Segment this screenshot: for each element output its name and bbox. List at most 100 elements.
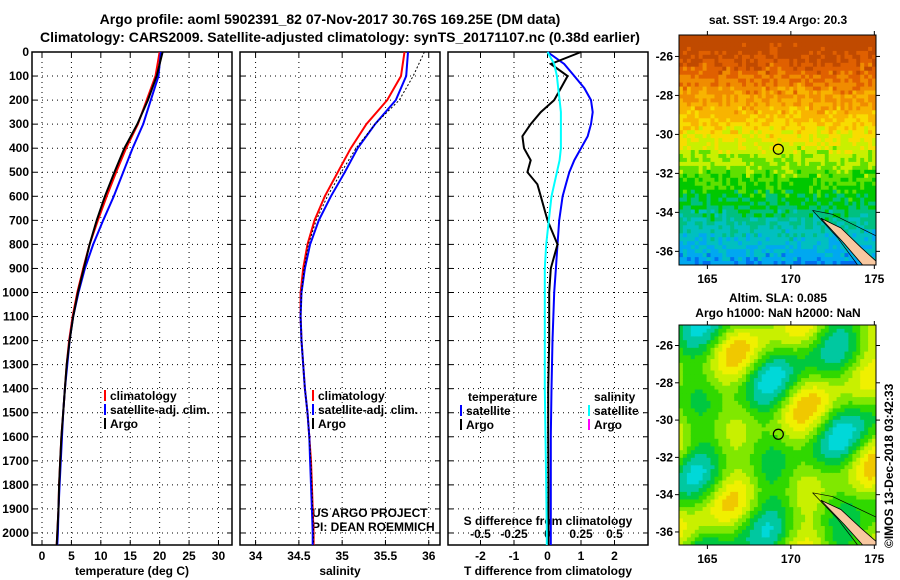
heatmap-cell bbox=[718, 154, 723, 159]
legend-label: Argo bbox=[318, 417, 346, 431]
heatmap-cell bbox=[856, 35, 861, 40]
heatmap-cell bbox=[682, 217, 688, 222]
heatmap-cell bbox=[789, 419, 794, 425]
heatmap-cell bbox=[679, 351, 684, 356]
heatmap-cell bbox=[765, 146, 771, 151]
heatmap-cell bbox=[730, 213, 735, 218]
heatmap-cell bbox=[761, 221, 767, 226]
heatmap-cell bbox=[793, 374, 798, 379]
heatmap-cell bbox=[722, 325, 727, 330]
heatmap-cell bbox=[726, 169, 731, 175]
heatmap-cell bbox=[706, 510, 711, 516]
heatmap-cell bbox=[773, 257, 778, 262]
heatmap-cell bbox=[694, 110, 700, 115]
heatmap-cell bbox=[793, 480, 798, 485]
heatmap-cell bbox=[813, 257, 818, 262]
heatmap-cell bbox=[761, 229, 767, 234]
heatmap-cell bbox=[734, 217, 739, 222]
heatmap-cell bbox=[682, 74, 688, 80]
heatmap-cell bbox=[706, 427, 711, 432]
heatmap-cell bbox=[820, 225, 826, 230]
heatmap-cell bbox=[734, 378, 739, 383]
heatmap-cell bbox=[809, 142, 814, 147]
heatmap-cell bbox=[789, 114, 794, 119]
heatmap-cell bbox=[856, 118, 861, 123]
heatmap-cell bbox=[710, 86, 715, 92]
heatmap-cell bbox=[773, 336, 778, 341]
heatmap-cell bbox=[785, 94, 790, 99]
heatmap-cell bbox=[828, 257, 834, 262]
heatmap-cell bbox=[801, 70, 806, 76]
heatmap-cell bbox=[872, 201, 877, 207]
heatmap-cell bbox=[844, 102, 849, 107]
heatmap-cell bbox=[785, 408, 790, 413]
legend-title-temperature: temperature bbox=[468, 390, 538, 404]
heatmap-cell bbox=[757, 469, 763, 474]
heatmap-cell bbox=[738, 58, 743, 64]
heatmap-cell bbox=[718, 205, 723, 210]
heatmap-cell bbox=[718, 355, 723, 360]
heatmap-cell bbox=[753, 237, 759, 242]
heatmap-cell bbox=[734, 46, 739, 52]
heatmap-cell bbox=[832, 209, 838, 214]
heatmap-cell bbox=[773, 514, 778, 519]
heatmap-cell bbox=[852, 122, 857, 127]
heatmap-cell bbox=[769, 229, 774, 234]
heatmap-cell bbox=[746, 431, 751, 436]
heatmap-cell bbox=[761, 446, 767, 451]
heatmap-cell bbox=[757, 261, 763, 266]
heatmap-cell bbox=[722, 461, 727, 466]
heatmap-cell bbox=[840, 177, 845, 183]
heatmap-cell bbox=[852, 261, 857, 266]
heatmap-cell bbox=[828, 201, 834, 207]
heatmap-cell bbox=[836, 74, 841, 80]
heatmap-cell bbox=[722, 378, 727, 383]
heatmap-cell bbox=[738, 344, 743, 349]
heatmap-cell bbox=[730, 457, 735, 463]
heatmap-cell bbox=[742, 397, 747, 402]
heatmap-cell bbox=[690, 142, 696, 147]
heatmap-cell bbox=[785, 245, 790, 250]
heatmap-cell bbox=[785, 529, 790, 535]
heatmap-cell bbox=[686, 146, 692, 151]
heatmap-cell bbox=[769, 39, 774, 44]
heatmap-cell bbox=[706, 446, 711, 451]
heatmap-cell bbox=[718, 510, 723, 516]
heatmap-cell bbox=[726, 359, 731, 364]
heatmap-cell bbox=[781, 58, 786, 64]
heatmap-cell bbox=[828, 98, 834, 103]
heatmap-cell bbox=[710, 469, 715, 474]
heatmap-cell bbox=[690, 78, 696, 84]
heatmap-cell bbox=[860, 173, 865, 179]
y-tick-label: 200 bbox=[9, 93, 29, 107]
heatmap-cell bbox=[789, 336, 794, 341]
heatmap-cell bbox=[852, 82, 857, 88]
heatmap-cell bbox=[840, 86, 845, 92]
heatmap-cell bbox=[682, 461, 688, 466]
heatmap-cell bbox=[738, 253, 743, 258]
heatmap-cell bbox=[749, 110, 755, 115]
heatmap-cell bbox=[686, 400, 692, 406]
heatmap-cell bbox=[844, 150, 849, 155]
heatmap-cell bbox=[765, 347, 771, 353]
heatmap-cell bbox=[726, 177, 731, 183]
heatmap-cell bbox=[785, 130, 790, 135]
heatmap-cell bbox=[718, 134, 723, 139]
heatmap-cell bbox=[773, 98, 778, 103]
heatmap-cell bbox=[706, 229, 711, 234]
legend-label: satellite-adj. clim. bbox=[318, 403, 418, 417]
heatmap-cell bbox=[769, 106, 774, 111]
heatmap-cell bbox=[742, 359, 747, 364]
heatmap-cell bbox=[710, 134, 715, 139]
heatmap-cell bbox=[860, 70, 865, 76]
heatmap-cell bbox=[702, 400, 707, 406]
heatmap-cell bbox=[793, 488, 798, 493]
heatmap-cell bbox=[726, 50, 731, 56]
heatmap-cell bbox=[738, 476, 743, 481]
heatmap-cell bbox=[765, 50, 771, 56]
heatmap-cell bbox=[868, 173, 873, 179]
heatmap-cell bbox=[777, 328, 782, 334]
heatmap-cell bbox=[686, 217, 692, 222]
heatmap-cell bbox=[714, 134, 719, 139]
heatmap-cell bbox=[781, 114, 786, 119]
